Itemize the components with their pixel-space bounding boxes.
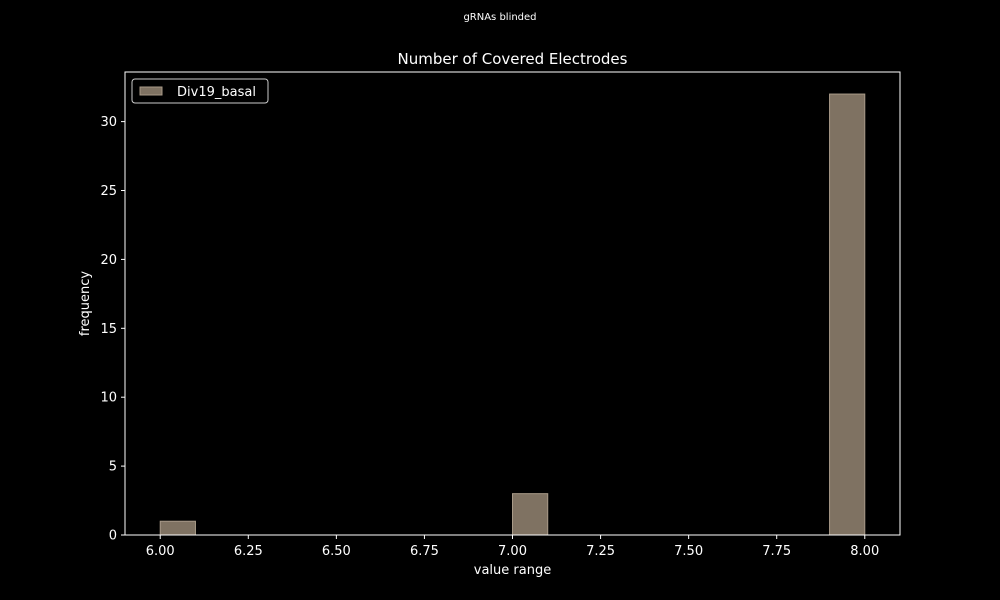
x-tick-label: 6.25 — [234, 544, 263, 559]
histogram-bar — [512, 493, 549, 536]
x-tick-label: 6.75 — [410, 544, 439, 559]
x-tick-label: 7.00 — [498, 544, 527, 559]
y-tick-label: 25 — [100, 184, 117, 199]
x-tick-label: 8.00 — [850, 544, 879, 559]
figure-suptitle: gRNAs blinded — [463, 12, 536, 23]
chart-title: Number of Covered Electrodes — [398, 50, 628, 68]
y-tick-label: 15 — [100, 322, 117, 337]
legend-swatch — [139, 86, 163, 96]
y-tick-label: 10 — [100, 391, 117, 406]
x-tick-label: 7.50 — [674, 544, 703, 559]
y-tick-label: 0 — [109, 529, 117, 544]
histogram-bar — [829, 93, 866, 536]
legend-label: Div19_basal — [177, 85, 256, 100]
bars-layer — [159, 93, 866, 536]
x-axis: 6.00 6.25 6.50 6.75 7.00 7.25 7.50 7.75 8.00 — [146, 535, 879, 559]
y-axis-label: frequency — [78, 271, 93, 337]
y-axis: 0 5 10 15 20 25 30 — [100, 115, 125, 544]
x-tick-label: 7.25 — [586, 544, 615, 559]
x-axis-label: value range — [474, 563, 551, 578]
x-tick-label: 6.50 — [322, 544, 351, 559]
y-tick-label: 5 — [109, 460, 117, 475]
x-tick-label: 7.75 — [762, 544, 791, 559]
y-tick-label: 20 — [100, 253, 117, 268]
histogram-bar — [159, 520, 196, 536]
legend-frame — [131, 78, 269, 104]
y-tick-label: 30 — [100, 115, 117, 130]
legend: Div19_basal — [131, 78, 269, 104]
x-tick-label: 6.00 — [146, 544, 175, 559]
